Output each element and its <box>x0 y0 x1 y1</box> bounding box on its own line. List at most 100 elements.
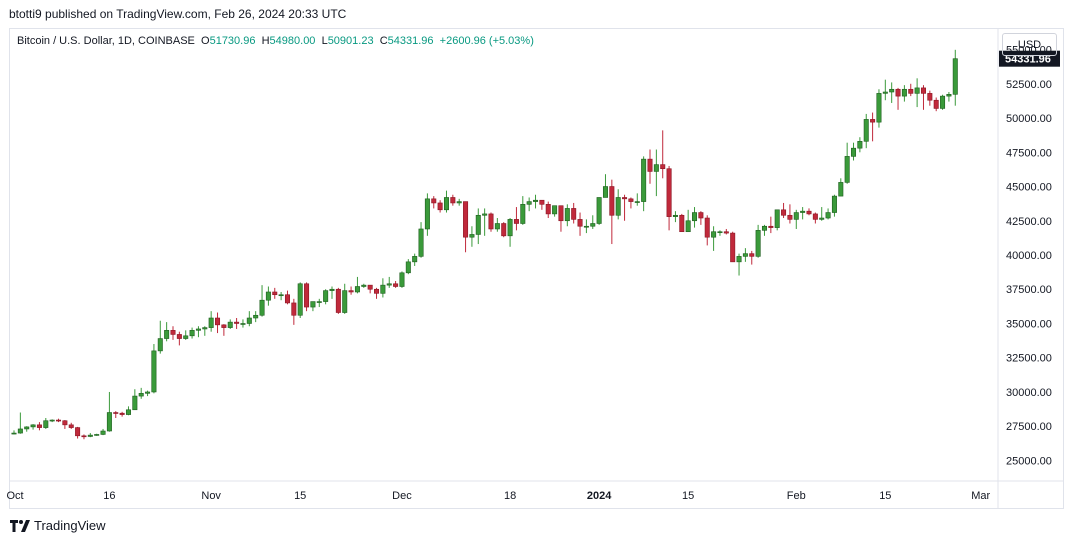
candle-body <box>36 424 42 428</box>
candle-body <box>800 210 806 213</box>
candle-body <box>329 288 335 291</box>
candle-body <box>908 88 914 94</box>
candle-body <box>825 212 831 219</box>
candle-body <box>456 201 462 204</box>
tradingview-logo-icon <box>10 519 30 532</box>
candle-body <box>526 201 532 205</box>
price-tick-label: 47500.00 <box>1006 147 1052 159</box>
time-tick-label: 15 <box>682 490 694 502</box>
candle-body <box>704 217 710 238</box>
publish-info: btotti9 published on TradingView.com, Fe… <box>9 7 347 21</box>
candle-body <box>164 330 170 339</box>
last-price-label: 54331.96 <box>1005 54 1051 66</box>
candle-body <box>672 214 678 217</box>
candle-body <box>513 219 519 224</box>
candle-body <box>952 58 958 95</box>
candle-body <box>354 286 360 293</box>
candle-body <box>335 288 341 313</box>
candle-body <box>602 186 608 198</box>
candle-body <box>323 290 329 302</box>
candle-body <box>227 321 233 328</box>
price-tick-label: 25000.00 <box>1006 455 1052 467</box>
candle-body <box>533 199 539 202</box>
candle-body <box>49 419 55 422</box>
candle-body <box>284 294 290 304</box>
candle-body <box>507 219 513 237</box>
candle-body <box>215 317 221 326</box>
candle-body <box>259 299 265 316</box>
candle-body <box>774 209 780 228</box>
candle-body <box>475 214 481 235</box>
candle-body <box>170 330 176 335</box>
candle-body <box>736 256 742 263</box>
candle-body <box>87 434 93 437</box>
price-tick-label: 45000.00 <box>1006 182 1052 194</box>
candle-body <box>927 93 933 101</box>
candle-body <box>660 164 666 170</box>
candle-body <box>717 231 723 234</box>
candle-body <box>889 88 895 93</box>
candle-body <box>583 225 589 228</box>
candle-body <box>380 284 386 294</box>
candle-body <box>240 323 246 325</box>
candle-body <box>749 253 755 257</box>
candle-body <box>742 253 748 257</box>
candle-body <box>113 412 119 414</box>
candle-body <box>348 290 354 293</box>
candle-body <box>253 314 259 319</box>
candle-body <box>768 225 774 228</box>
candle-body <box>698 212 704 219</box>
last-price-tag <box>999 50 1060 67</box>
candle-body <box>793 212 799 220</box>
candle-body <box>844 156 850 183</box>
candle-body <box>443 197 449 211</box>
candle-body <box>68 424 74 428</box>
candle-body <box>539 199 545 205</box>
candle-body <box>940 95 946 109</box>
time-tick-label: 2024 <box>587 490 612 502</box>
price-tick-label: 42500.00 <box>1006 216 1052 228</box>
candle-body <box>761 225 767 231</box>
low-value: 50901.23 <box>327 35 374 47</box>
candle-body <box>819 217 825 220</box>
candle-body <box>851 147 857 157</box>
candle-body <box>43 420 49 428</box>
candle-body <box>545 204 551 215</box>
time-tick-label: Feb <box>787 490 806 502</box>
open-value: 51730.96 <box>209 35 256 47</box>
candle-body <box>151 350 157 393</box>
candle-body <box>278 294 284 297</box>
candle-body <box>450 197 456 204</box>
close-value: 54331.96 <box>387 35 434 47</box>
change-value: +2600.96 (+5.03%) <box>439 35 534 47</box>
candle-body <box>494 223 500 230</box>
candle-body <box>882 91 888 94</box>
tradingview-brand[interactable]: TradingView <box>10 518 106 533</box>
candle-body <box>679 214 685 233</box>
time-tick-label: 16 <box>103 490 115 502</box>
candle-body <box>806 210 812 215</box>
candle-body <box>609 186 615 216</box>
candle-body <box>374 288 380 294</box>
candle-body <box>895 88 901 97</box>
candle-body <box>666 168 672 217</box>
candle-body <box>119 412 125 415</box>
candle-body <box>145 391 151 394</box>
candle-body <box>138 393 144 397</box>
candle-body <box>24 426 30 430</box>
candle-body <box>246 317 252 324</box>
time-tick-label: Mar <box>971 490 990 502</box>
open-label: O <box>201 35 210 47</box>
candle-body <box>863 119 869 142</box>
price-tick-label: 40000.00 <box>1006 250 1052 262</box>
candle-body <box>106 412 112 432</box>
chart-frame <box>9 28 1064 509</box>
candle-body <box>685 220 691 233</box>
currency-selector[interactable]: USD <box>1002 33 1057 56</box>
candle-body <box>857 141 863 149</box>
candle-body <box>176 334 182 339</box>
candle-body <box>590 223 596 227</box>
candle-body <box>208 317 214 328</box>
candle-body <box>628 198 634 202</box>
